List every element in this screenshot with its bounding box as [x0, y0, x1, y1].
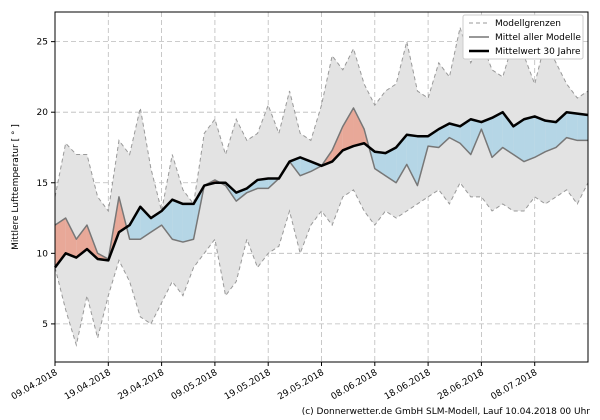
x-tick-label: 19.05.2018 [223, 368, 273, 403]
x-tick-label: 18.06.2018 [383, 368, 433, 403]
band-edge [54, 181, 589, 348]
y-tick-label: 10 [37, 249, 49, 259]
legend-label: Modellgrenzen [495, 19, 561, 29]
difference-fill [428, 129, 439, 148]
difference-fill [236, 188, 247, 202]
difference-fill [342, 107, 354, 151]
legend-box [462, 14, 584, 60]
difference-fill [76, 225, 87, 258]
x-tick-label: 19.04.2018 [63, 368, 113, 403]
difference-fill [534, 116, 546, 158]
difference-fill [300, 157, 311, 176]
x-tick-label: 28.06.2018 [436, 368, 486, 403]
model-band [55, 27, 588, 346]
band-edge [54, 25, 589, 213]
difference-fill [492, 112, 503, 158]
difference-fill [257, 178, 269, 189]
difference-fill [438, 123, 450, 148]
difference-fill [129, 206, 141, 240]
difference-fill [65, 218, 77, 258]
series-line [54, 110, 589, 269]
difference-fill [310, 161, 322, 172]
y-tick-label: 15 [37, 179, 48, 189]
x-tick-label: 08.06.2018 [330, 368, 380, 403]
y-tick-label: 5 [42, 320, 48, 330]
difference-fill [524, 116, 535, 162]
legend-label: Mittelwert 30 Jahre [495, 47, 581, 57]
footer: (c) Donnerwetter.de GmbH SLM-Modell, Lau… [302, 407, 591, 417]
x-tick-label: 08.07.2018 [490, 368, 540, 403]
legend-label: Mittel aller Modelle [495, 33, 581, 43]
difference-fill [172, 199, 183, 243]
difference-fill [140, 206, 151, 240]
y-axis-label: Mittlere Lufttemperatur [ ° ] [11, 124, 21, 250]
difference-fill [182, 203, 194, 243]
y-tick-label: 25 [37, 38, 48, 48]
x-tick-label: 09.05.2018 [170, 368, 220, 403]
y-tick-label: 20 [37, 108, 49, 118]
x-tick-label: 29.04.2018 [116, 368, 166, 403]
difference-fill [513, 119, 525, 162]
x-tick-label: 09.04.2018 [10, 368, 60, 403]
difference-fill [353, 107, 365, 147]
x-tick-label: 29.05.2018 [276, 368, 326, 403]
difference-fill [396, 134, 407, 183]
difference-fill [470, 119, 482, 155]
difference-fill [566, 112, 578, 141]
plot-frame [54, 11, 589, 363]
difference-fill [406, 134, 418, 186]
difference-fill [481, 117, 493, 158]
difference-fill [385, 147, 397, 183]
difference-fill [545, 120, 557, 152]
difference-fill [577, 113, 588, 141]
